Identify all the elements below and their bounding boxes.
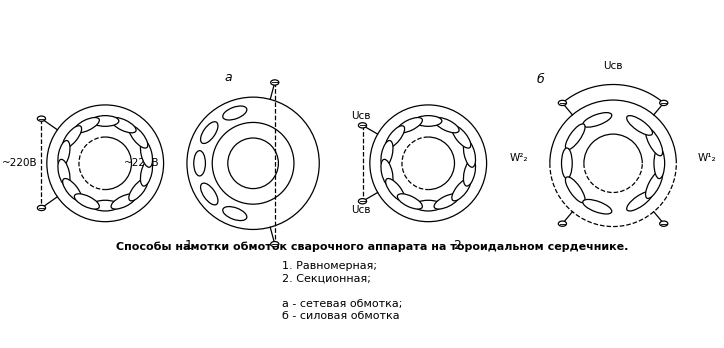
Ellipse shape — [562, 148, 572, 179]
Ellipse shape — [111, 118, 136, 133]
Text: Uсв: Uсв — [603, 61, 623, 71]
Ellipse shape — [660, 221, 668, 226]
Text: ~220В: ~220В — [124, 158, 160, 168]
Ellipse shape — [271, 80, 279, 85]
Ellipse shape — [358, 199, 366, 204]
Ellipse shape — [381, 141, 393, 167]
Text: W¹₂: W¹₂ — [698, 153, 716, 164]
Ellipse shape — [415, 200, 442, 211]
Text: ~220В: ~220В — [2, 158, 38, 168]
Text: 2. Секционная;: 2. Секционная; — [282, 273, 371, 283]
Ellipse shape — [646, 128, 662, 156]
Ellipse shape — [386, 179, 405, 201]
Ellipse shape — [452, 179, 471, 201]
Ellipse shape — [201, 122, 218, 143]
Text: а: а — [225, 71, 232, 84]
Ellipse shape — [194, 151, 206, 176]
Ellipse shape — [397, 118, 422, 133]
Text: 2: 2 — [453, 239, 461, 252]
Ellipse shape — [129, 179, 148, 201]
Ellipse shape — [111, 194, 136, 209]
Ellipse shape — [565, 124, 585, 150]
Ellipse shape — [415, 116, 442, 126]
Ellipse shape — [358, 123, 366, 128]
Ellipse shape — [627, 116, 652, 135]
Text: б - силовая обмотка: б - силовая обмотка — [282, 311, 400, 321]
Ellipse shape — [558, 100, 566, 105]
Ellipse shape — [223, 207, 247, 221]
Ellipse shape — [397, 194, 422, 209]
Ellipse shape — [201, 183, 218, 205]
Ellipse shape — [565, 177, 585, 203]
Ellipse shape — [583, 199, 612, 214]
Ellipse shape — [558, 221, 566, 226]
Text: Uсв: Uсв — [351, 111, 370, 121]
Ellipse shape — [129, 126, 148, 148]
Ellipse shape — [463, 141, 476, 167]
Ellipse shape — [140, 159, 153, 186]
Ellipse shape — [646, 171, 662, 198]
Ellipse shape — [434, 118, 459, 133]
Ellipse shape — [452, 126, 471, 148]
Ellipse shape — [140, 141, 153, 167]
Ellipse shape — [386, 126, 405, 148]
Ellipse shape — [91, 200, 119, 211]
Ellipse shape — [75, 194, 99, 209]
Ellipse shape — [63, 179, 82, 201]
Ellipse shape — [91, 116, 119, 126]
Ellipse shape — [63, 126, 82, 148]
Ellipse shape — [58, 159, 70, 186]
Ellipse shape — [38, 205, 46, 211]
Text: а - сетевая обмотка;: а - сетевая обмотка; — [282, 299, 403, 309]
Ellipse shape — [463, 159, 476, 186]
Text: 1: 1 — [185, 239, 193, 252]
Ellipse shape — [223, 106, 247, 120]
Text: Способы намотки обмоток сварочного аппарата на тороидальном сердечнике.: Способы намотки обмоток сварочного аппар… — [116, 241, 628, 252]
Ellipse shape — [434, 194, 459, 209]
Ellipse shape — [660, 100, 668, 105]
Ellipse shape — [654, 148, 665, 179]
Text: W²₂: W²₂ — [510, 153, 529, 164]
Text: б: б — [536, 73, 544, 86]
Ellipse shape — [583, 113, 612, 127]
Ellipse shape — [38, 116, 46, 121]
Text: 1. Равномерная;: 1. Равномерная; — [282, 261, 377, 271]
Ellipse shape — [381, 159, 393, 186]
Ellipse shape — [58, 141, 70, 167]
Text: Uсв: Uсв — [351, 205, 370, 215]
Ellipse shape — [627, 191, 652, 211]
Ellipse shape — [271, 242, 279, 247]
Ellipse shape — [75, 118, 99, 133]
